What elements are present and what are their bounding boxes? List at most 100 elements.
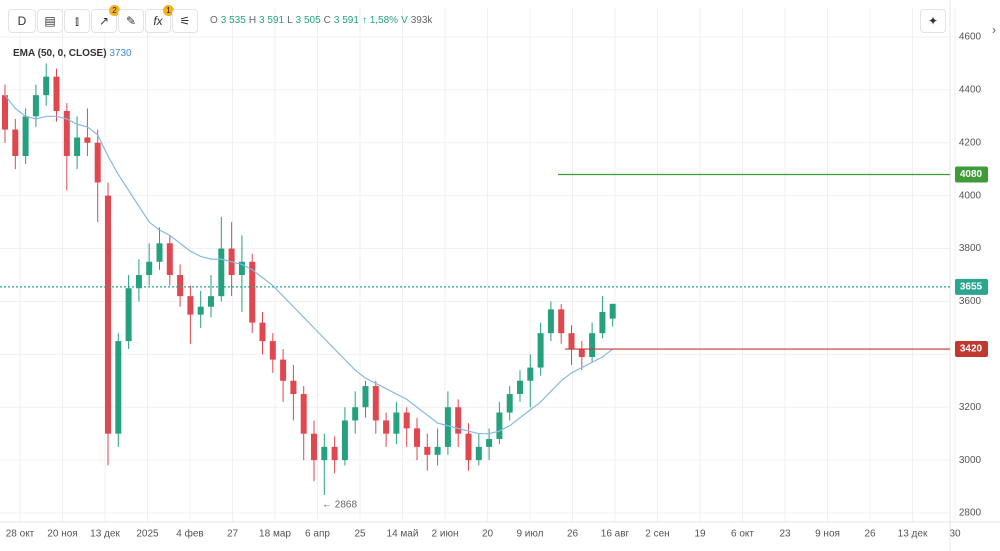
ohlc-item: O	[210, 15, 218, 26]
candle-body	[383, 420, 390, 434]
candle-body	[599, 312, 606, 334]
candle-body	[589, 333, 596, 357]
candle-body	[547, 309, 554, 334]
x-tick-label: 2 сен	[645, 529, 669, 540]
candle-body	[84, 137, 91, 143]
price-label-box	[955, 166, 988, 183]
candle-body	[444, 407, 451, 447]
indicator-name: EMA (50, 0, CLOSE)	[13, 48, 107, 59]
compare-button[interactable]: ▤	[37, 9, 63, 33]
candle-body	[362, 386, 369, 408]
y-tick-label: 4000	[959, 190, 982, 201]
y-tick-label: 4200	[959, 137, 982, 148]
y-tick-label: 4600	[959, 32, 982, 43]
ai-button[interactable]: ✦	[920, 9, 946, 33]
price-label-box	[955, 278, 988, 295]
candle-body	[105, 195, 111, 434]
x-tick-label: 28 окт	[6, 529, 35, 540]
badge: 2	[109, 5, 120, 16]
candle-body	[372, 386, 379, 421]
ohlc-item: 3 505	[295, 15, 321, 26]
candle-body	[2, 95, 8, 130]
candle-body	[455, 407, 462, 434]
candle-body	[43, 76, 50, 96]
candle-body	[22, 116, 29, 156]
candle-body	[393, 412, 400, 434]
scroll-arrow: ›	[992, 23, 996, 37]
x-tick-label: 20 ноя	[47, 529, 77, 540]
x-tick-label: 6 окт	[731, 529, 754, 540]
interval-button[interactable]: D	[8, 9, 36, 33]
x-tick-label: 14 май	[387, 529, 419, 540]
candle-body	[475, 446, 482, 461]
ohlc-item: V	[401, 15, 408, 26]
candle-body	[269, 341, 276, 360]
x-tick-label: 25	[354, 529, 366, 540]
ohlc-item: C	[323, 15, 331, 26]
candle-body	[517, 380, 523, 394]
x-tick-label: 13 дек	[90, 529, 120, 540]
candle-body	[94, 142, 101, 183]
ohlc-item: 393k	[410, 15, 433, 26]
x-tick-label: 18 мар	[259, 529, 291, 540]
candle-body	[156, 243, 163, 262]
candle-body	[321, 446, 328, 461]
low-annotation: ← 2868	[322, 500, 357, 511]
candle-body	[63, 111, 70, 156]
ema-line	[4, 94, 614, 435]
x-tick-label: 19	[694, 529, 706, 540]
x-tick-label: 26	[567, 529, 579, 540]
x-tick-label: 20	[482, 529, 494, 540]
candle-body	[166, 243, 173, 275]
ohlc-item: 3 591	[259, 15, 285, 26]
x-tick-label: 9 июл	[516, 529, 543, 540]
ohlc-item: H	[248, 15, 257, 26]
candle-body	[238, 261, 245, 275]
candle-body	[331, 446, 338, 461]
x-tick-label: 13 дек	[898, 529, 928, 540]
candle-body	[496, 412, 503, 439]
x-tick-label: 16 авг	[601, 529, 630, 540]
price-label: 3655	[960, 282, 983, 293]
candle-body	[300, 394, 307, 434]
candle-body	[115, 341, 122, 434]
x-tick-label: 26	[864, 529, 876, 540]
x-tick-label: 27	[227, 529, 239, 540]
price-label: 3420	[960, 344, 983, 355]
candle-body	[146, 261, 153, 275]
x-tick-label: 30	[949, 529, 961, 540]
candle-body	[177, 275, 184, 297]
chart-type-button[interactable]: ⫾	[64, 9, 90, 33]
candle-body	[53, 76, 60, 112]
candle-body	[537, 333, 544, 368]
candle-body	[135, 275, 142, 289]
candle-body	[527, 367, 534, 381]
candle-body	[32, 95, 39, 117]
candle-body	[568, 333, 575, 350]
candle-body	[218, 248, 225, 297]
candle-body	[486, 438, 493, 447]
settings-button[interactable]: ⚟	[172, 9, 198, 33]
candle-body	[465, 433, 472, 461]
price-label-box	[955, 341, 988, 358]
ohlc-item: L	[287, 15, 293, 26]
candle-body	[197, 306, 204, 315]
candle-body	[609, 303, 616, 319]
x-tick-label: 9 ноя	[815, 529, 840, 540]
candle-body	[125, 288, 132, 342]
y-tick-label: 4400	[959, 85, 982, 96]
indicator-value: 3730	[109, 48, 132, 59]
candle-body	[311, 433, 317, 461]
candle-body	[403, 412, 410, 429]
candle-body	[414, 428, 420, 447]
candle-body	[558, 309, 565, 334]
pen-button[interactable]: ✎	[118, 9, 144, 33]
x-tick-label: 2025	[136, 529, 159, 540]
y-tick-label: 3000	[959, 455, 982, 466]
y-tick-label: 3800	[959, 243, 982, 254]
x-tick-label: 4 фев	[176, 528, 203, 540]
indicator-legend: EMA (50, 0, CLOSE) 3730	[13, 48, 132, 59]
